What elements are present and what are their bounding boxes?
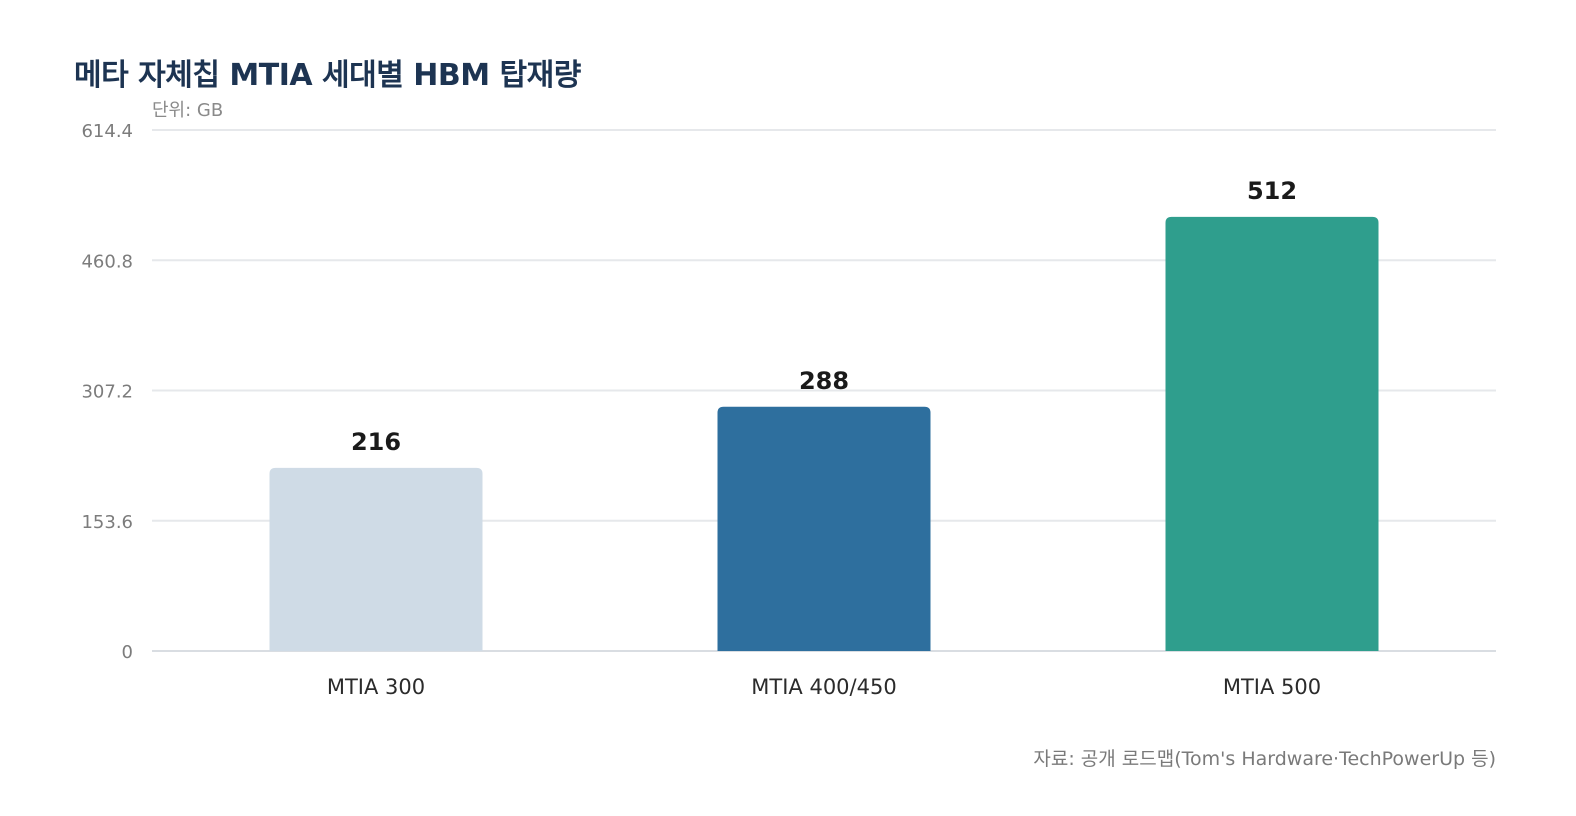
x-category-label: MTIA 400/450 (751, 675, 896, 699)
bars (269, 216, 1379, 652)
bar-value-label: 288 (799, 367, 849, 395)
x-axis-categories: MTIA 300 MTIA 400/450 MTIA 500 (327, 675, 1321, 699)
y-tick-label: 153.6 (81, 512, 133, 533)
bar-value-label: 216 (351, 428, 401, 456)
x-category-label: MTIA 300 (327, 675, 425, 699)
bar-value-label: 512 (1247, 177, 1297, 205)
y-axis-ticks: 0 153.6 307.2 460.8 614.4 (81, 121, 133, 663)
bar-1 (269, 467, 483, 651)
unit-label: 단위: GB (152, 100, 224, 121)
bar-3 (1165, 216, 1379, 652)
chart-title: 메타 자체칩 MTIA 세대별 HBM 탑재량 (74, 58, 581, 93)
y-tick-label: 460.8 (81, 251, 133, 272)
y-tick-label: 614.4 (81, 121, 133, 142)
y-tick-label: 307.2 (81, 382, 133, 403)
y-tick-label: 0 (122, 642, 133, 663)
value-labels: 216 288 512 (351, 177, 1297, 456)
bar-2 (717, 406, 931, 651)
source-note: 자료: 공개 로드맵(Tom's Hardware·TechPowerUp 등) (1033, 748, 1496, 770)
x-category-label: MTIA 500 (1223, 675, 1321, 699)
